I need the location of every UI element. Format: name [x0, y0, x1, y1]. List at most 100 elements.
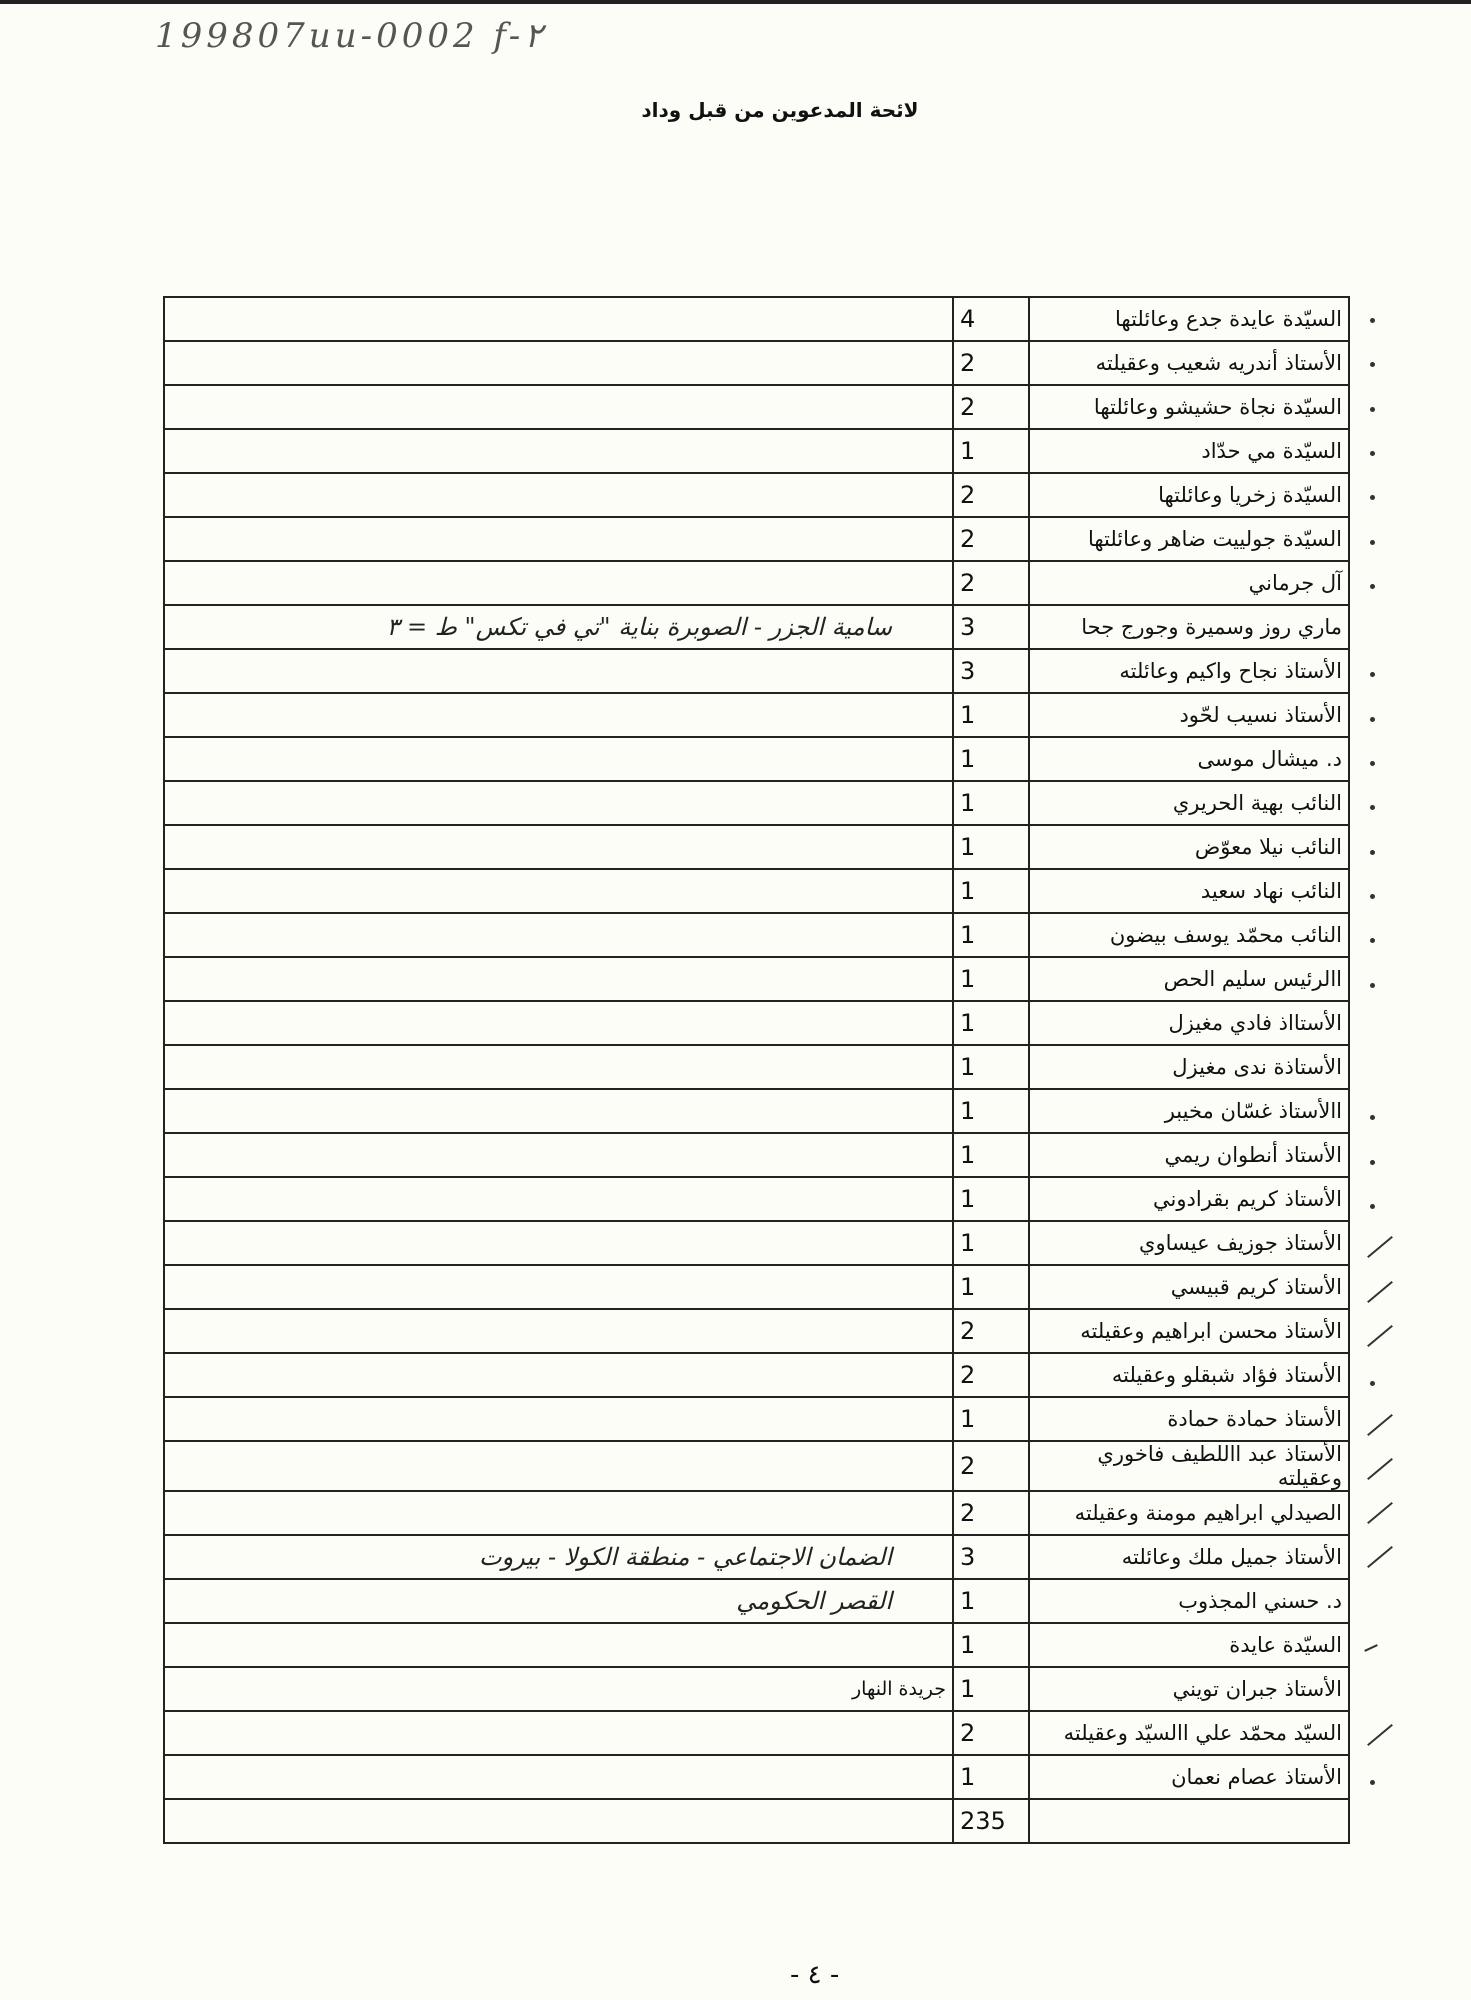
slash-check-mark-icon	[1352, 1315, 1412, 1359]
handwritten-note: الضمان الاجتماعي - منطقة الكولا - بيروت	[163, 1534, 954, 1580]
guest-count: 2	[952, 340, 1030, 386]
hook-check-mark-icon	[1352, 1625, 1412, 1669]
table-row: االأستاذ غسّان مخيبر 1	[163, 1088, 1350, 1134]
note-cell	[163, 736, 954, 782]
dot-check-mark-icon	[1352, 562, 1412, 606]
slash-check-mark-icon	[1352, 1448, 1412, 1492]
slash-check-mark-icon	[1352, 1536, 1412, 1580]
invitee-name: الأستاذ كريم قبيسي	[1028, 1264, 1350, 1310]
handwritten-note: سامية الجزر - الصوبرة بناية "تي في تكس" …	[163, 604, 954, 650]
invitee-name: د. حسني المجذوب	[1028, 1578, 1350, 1624]
guest-count: 1	[952, 824, 1030, 870]
invitee-name: الأستاذ حمادة حمادة	[1028, 1396, 1350, 1442]
table-row: د. حسني المجذوب 1 القصر الحكومي	[163, 1578, 1350, 1624]
dot-check-mark-icon	[1352, 1093, 1412, 1137]
invitee-name: الصيدلي ابراهيم مومنة وعقيلته	[1028, 1490, 1350, 1536]
note-cell	[163, 956, 954, 1002]
note-cell	[163, 1490, 954, 1536]
dot-check-mark-icon	[1352, 518, 1412, 562]
table-row: الأستاذ نسيب لحّود 1	[163, 692, 1350, 738]
slash-check-mark-icon	[1352, 1404, 1412, 1448]
guest-count: 1	[952, 1220, 1030, 1266]
guest-count: 2	[952, 1352, 1030, 1398]
note-cell	[163, 1754, 954, 1800]
invitee-name: النائب بهية الحريري	[1028, 780, 1350, 826]
guest-count: 2	[952, 1710, 1030, 1756]
dot-check-mark-icon	[1352, 872, 1412, 916]
invitee-name: النائب محمّد يوسف بيضون	[1028, 912, 1350, 958]
note-cell	[163, 1352, 954, 1398]
table-row: الأستاذ كريم بقرادوني 1	[163, 1176, 1350, 1222]
invitee-name: الأستاذ جوزيف عيساوي	[1028, 1220, 1350, 1266]
guest-count: 1	[952, 1754, 1030, 1800]
table-row: السيّدة عايدة 1	[163, 1622, 1350, 1668]
invitee-name: االأستاذ غسّان مخيبر	[1028, 1088, 1350, 1134]
page-number: - ٤ -	[790, 1960, 840, 1990]
table-row: النائب محمّد يوسف بيضون 1	[163, 912, 1350, 958]
guest-count: 1	[952, 1176, 1030, 1222]
dot-check-mark-icon	[1352, 650, 1412, 694]
table-row: الأستاذ أنطوان ريمي 1	[163, 1132, 1350, 1178]
table-row: الأستااذ فادي مغيزل 1	[163, 1000, 1350, 1046]
note-cell	[163, 340, 954, 386]
table-row: الأستاذ أندريه شعيب وعقيلته 2	[163, 340, 1350, 386]
guest-count: 1	[952, 1044, 1030, 1090]
total-label-cell	[1028, 1798, 1350, 1844]
invitee-name: السيّدة نجاة حشيشو وعائلتها	[1028, 384, 1350, 430]
note-cell	[163, 1088, 954, 1134]
invitee-name: السيّدة زخريا وعائلتها	[1028, 472, 1350, 518]
guest-count: 1	[952, 912, 1030, 958]
invitee-name: الأستااذ فادي مغيزل	[1028, 1000, 1350, 1046]
total-note-cell	[163, 1798, 954, 1844]
guest-count: 2	[952, 472, 1030, 518]
note-cell	[163, 560, 954, 606]
guest-count: 2	[952, 1490, 1030, 1536]
invitee-name: النائب نهاد سعيد	[1028, 868, 1350, 914]
dot-check-mark-icon	[1352, 1182, 1412, 1226]
table-row: الأستاذ عصام نعمان 1	[163, 1754, 1350, 1800]
invitee-name: الأستاذ جميل ملك وعائلته	[1028, 1534, 1350, 1580]
invitee-name: السيّدة مي حدّاد	[1028, 428, 1350, 474]
note-cell	[163, 516, 954, 562]
guest-count: 1	[952, 1132, 1030, 1178]
invitee-name: االرئيس سليم الحص	[1028, 956, 1350, 1002]
scan-edge	[0, 0, 1471, 4]
guest-count: 4	[952, 296, 1030, 342]
table-row: الأستاذ نجاح واكيم وعائلته 3	[163, 648, 1350, 694]
handwritten-note: القصر الحكومي	[163, 1578, 954, 1624]
dot-check-mark-icon	[1352, 429, 1412, 473]
guest-count: 1	[952, 1396, 1030, 1442]
dot-check-mark-icon	[1352, 783, 1412, 827]
guest-count: 1	[952, 736, 1030, 782]
table-row: النائب نيلا معوّض 1	[163, 824, 1350, 870]
invitee-name: ماري روز وسميرة وجورج جحا	[1028, 604, 1350, 650]
guest-count: 1	[952, 1578, 1030, 1624]
guest-count: 1	[952, 1264, 1030, 1310]
table-row: السيّدة عايدة جدع وعائلتها 4	[163, 296, 1350, 342]
dot-check-mark-icon	[1352, 473, 1412, 517]
total-count: 235	[952, 1798, 1030, 1844]
dot-check-mark-icon	[1352, 385, 1412, 429]
total-row: 235	[163, 1798, 1350, 1844]
note-cell	[163, 1000, 954, 1046]
guest-count: 1	[952, 780, 1030, 826]
note-cell	[163, 1622, 954, 1668]
note-cell	[163, 296, 954, 342]
dot-check-mark-icon	[1352, 1138, 1412, 1182]
table-row: الأستاذ جميل ملك وعائلته 3 الضمان الاجتماع…	[163, 1534, 1350, 1580]
invitee-name: الأستاذ عصام نعمان	[1028, 1754, 1350, 1800]
guest-count: 1	[952, 692, 1030, 738]
invitee-name: الأستاذ أنطوان ريمي	[1028, 1132, 1350, 1178]
guest-count: 2	[952, 1440, 1030, 1492]
invitee-name: الأستاذة ندى مغيزل	[1028, 1044, 1350, 1090]
guest-count: 2	[952, 560, 1030, 606]
table-row: الأستاذ فؤاد شبقلو وعقيلته 2	[163, 1352, 1350, 1398]
invitee-name: الأستاذ محسن ابراهيم وعقيلته	[1028, 1308, 1350, 1354]
dot-check-mark-icon	[1352, 828, 1412, 872]
table-row: السيّدة نجاة حشيشو وعائلتها 2	[163, 384, 1350, 430]
note-cell	[163, 1264, 954, 1310]
invitee-name: آل جرماني	[1028, 560, 1350, 606]
note-cell	[163, 780, 954, 826]
dot-check-mark-icon	[1352, 916, 1412, 960]
invitee-name: الأستاذ نسيب لحّود	[1028, 692, 1350, 738]
